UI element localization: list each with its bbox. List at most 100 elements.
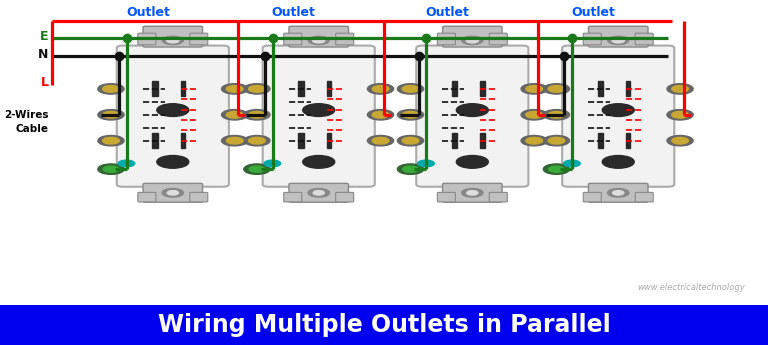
Circle shape: [672, 86, 688, 92]
Text: Outlet: Outlet: [571, 6, 615, 19]
Circle shape: [221, 136, 248, 146]
Circle shape: [543, 110, 570, 120]
FancyBboxPatch shape: [137, 193, 156, 202]
Circle shape: [103, 137, 119, 144]
FancyBboxPatch shape: [489, 193, 508, 202]
Circle shape: [221, 84, 248, 94]
Circle shape: [602, 156, 634, 168]
Circle shape: [367, 136, 394, 146]
Circle shape: [402, 111, 419, 118]
Circle shape: [397, 110, 424, 120]
Bar: [480, 81, 485, 97]
Circle shape: [543, 164, 570, 174]
FancyBboxPatch shape: [289, 184, 349, 202]
FancyBboxPatch shape: [283, 193, 302, 202]
Circle shape: [548, 86, 564, 92]
Circle shape: [667, 110, 694, 120]
FancyBboxPatch shape: [143, 184, 203, 202]
Circle shape: [303, 156, 335, 168]
Text: Outlet: Outlet: [272, 6, 316, 19]
Circle shape: [397, 84, 424, 94]
FancyBboxPatch shape: [588, 26, 648, 47]
Circle shape: [313, 38, 325, 43]
Circle shape: [456, 156, 488, 168]
Circle shape: [543, 84, 570, 94]
Circle shape: [602, 104, 634, 117]
FancyBboxPatch shape: [583, 33, 601, 45]
Circle shape: [243, 110, 270, 120]
FancyBboxPatch shape: [437, 193, 455, 202]
Circle shape: [526, 137, 542, 144]
Circle shape: [308, 189, 329, 197]
FancyBboxPatch shape: [336, 33, 354, 45]
Circle shape: [227, 86, 243, 92]
FancyBboxPatch shape: [635, 193, 654, 202]
Bar: [180, 81, 185, 97]
FancyBboxPatch shape: [336, 193, 354, 202]
Circle shape: [249, 137, 265, 144]
Circle shape: [372, 86, 389, 92]
Circle shape: [521, 84, 548, 94]
Circle shape: [103, 111, 119, 118]
Circle shape: [118, 160, 135, 167]
FancyBboxPatch shape: [416, 46, 528, 187]
Circle shape: [402, 137, 419, 144]
Circle shape: [467, 190, 478, 195]
Circle shape: [249, 86, 265, 92]
Circle shape: [462, 189, 483, 197]
Circle shape: [243, 84, 270, 94]
FancyBboxPatch shape: [442, 184, 502, 202]
Circle shape: [526, 86, 542, 92]
Circle shape: [221, 110, 248, 120]
Circle shape: [98, 84, 124, 94]
Circle shape: [456, 104, 488, 117]
Circle shape: [243, 136, 270, 146]
Circle shape: [667, 136, 694, 146]
Bar: [152, 81, 158, 97]
Bar: [326, 133, 331, 148]
Text: Wiring Multiple Outlets in Parallel: Wiring Multiple Outlets in Parallel: [157, 313, 611, 337]
Circle shape: [397, 136, 424, 146]
Circle shape: [667, 84, 694, 94]
Text: www.electricaltechnology: www.electricaltechnology: [637, 283, 745, 292]
FancyBboxPatch shape: [263, 46, 375, 187]
FancyBboxPatch shape: [190, 193, 208, 202]
Circle shape: [162, 189, 184, 197]
FancyBboxPatch shape: [137, 33, 156, 45]
Circle shape: [372, 137, 389, 144]
Circle shape: [249, 166, 265, 172]
Circle shape: [402, 166, 419, 172]
Circle shape: [521, 136, 548, 146]
Circle shape: [103, 86, 119, 92]
Circle shape: [303, 104, 335, 117]
Bar: [626, 81, 631, 97]
Bar: [326, 81, 331, 97]
Circle shape: [167, 190, 178, 195]
FancyBboxPatch shape: [190, 33, 208, 45]
FancyBboxPatch shape: [437, 33, 455, 45]
Bar: [180, 133, 185, 148]
FancyBboxPatch shape: [289, 26, 349, 47]
Circle shape: [103, 166, 119, 172]
Circle shape: [249, 111, 265, 118]
Text: 2-Wires
Cable: 2-Wires Cable: [4, 110, 48, 134]
Bar: [626, 133, 631, 148]
Circle shape: [243, 164, 270, 174]
Bar: [298, 81, 303, 97]
Circle shape: [543, 136, 570, 146]
Circle shape: [372, 111, 389, 118]
Text: E: E: [40, 30, 48, 43]
Circle shape: [264, 160, 281, 167]
Circle shape: [157, 104, 189, 117]
FancyBboxPatch shape: [143, 26, 203, 47]
Circle shape: [462, 36, 483, 45]
Circle shape: [564, 160, 581, 167]
Circle shape: [98, 136, 124, 146]
FancyBboxPatch shape: [442, 26, 502, 47]
FancyBboxPatch shape: [588, 184, 648, 202]
FancyBboxPatch shape: [583, 193, 601, 202]
Circle shape: [167, 38, 179, 43]
FancyBboxPatch shape: [489, 33, 508, 45]
Circle shape: [548, 111, 564, 118]
Bar: [598, 133, 604, 148]
